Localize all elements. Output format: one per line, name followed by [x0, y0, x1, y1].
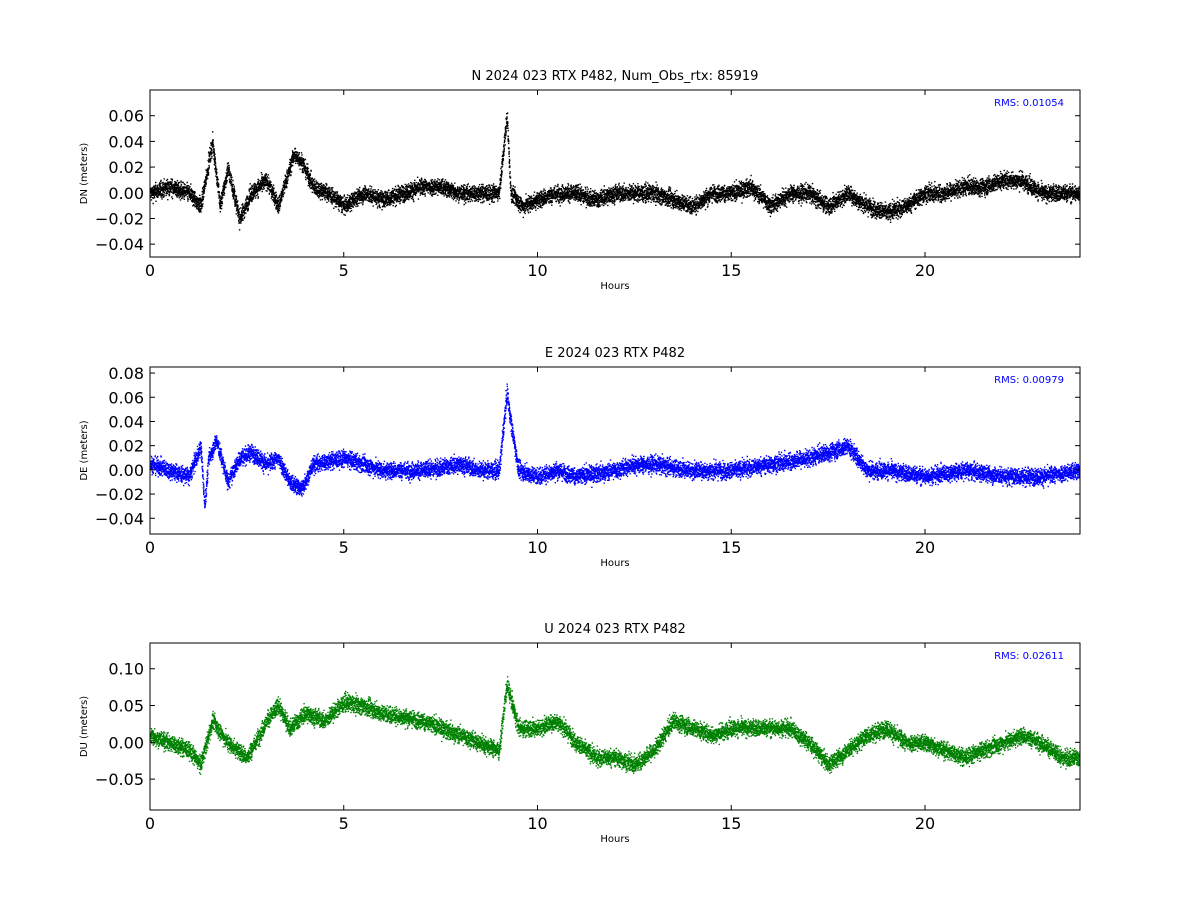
y-axis-label-up: DU (meters): [79, 696, 90, 757]
x-tick-label-north: 0: [145, 261, 155, 280]
x-tick-label-up: 5: [339, 814, 349, 833]
x-tick-label-north: 10: [527, 261, 547, 280]
x-tick-label-up: 20: [915, 814, 935, 833]
rms-annotation-up: RMS: 0.02611: [994, 651, 1064, 662]
y-tick-label-east: 0.04: [108, 412, 144, 431]
y-tick-label-east: 0.08: [108, 364, 144, 383]
data-markers-east: [150, 383, 1080, 509]
rms-annotation-east: RMS: 0.00979: [994, 375, 1064, 386]
x-tick-label-east: 0: [145, 538, 155, 557]
x-tick-label-east: 5: [339, 538, 349, 557]
y-tick-label-north: −0.04: [95, 235, 144, 254]
y-tick-label-up: 0.05: [108, 697, 144, 716]
plot-frame-north: [149, 89, 1081, 258]
x-tick-label-up: 15: [721, 814, 741, 833]
x-axis-label-up: Hours: [600, 834, 629, 845]
chart-title-up: U 2024 023 RTX P482: [544, 622, 686, 637]
chart-title-east: E 2024 023 RTX P482: [545, 346, 685, 361]
chart-title-north: N 2024 023 RTX P482, Num_Obs_rtx: 85919: [472, 69, 759, 84]
panel-up: U 2024 023 RTX P482 0 5 10 15 20 −0.05 0.00 0.05…: [79, 622, 1081, 845]
y-tick-label-east: 0.06: [108, 388, 144, 407]
x-tick-label-up: 0: [145, 814, 155, 833]
data-markers-up: [150, 676, 1080, 775]
y-tick-label-east: 0.02: [108, 437, 144, 456]
y-tick-label-north: 0.06: [108, 107, 144, 126]
y-tick-label-up: −0.05: [95, 770, 144, 789]
y-axis-label-east: DE (meters): [79, 420, 90, 480]
y-tick-label-up: 0.00: [108, 733, 144, 752]
data-points-north: [150, 112, 1080, 231]
y-tick-label-up: 0.10: [108, 660, 144, 679]
y-tick-label-east: −0.04: [95, 509, 144, 528]
panel-north: N 2024 023 RTX P482, Num_Obs_rtx: 85919 0…: [79, 69, 1081, 292]
x-axis-label-north: Hours: [600, 281, 629, 292]
x-tick-label-up: 10: [527, 814, 547, 833]
plot-frame-up: [149, 642, 1081, 811]
y-axis-label-north: DN (meters): [79, 143, 90, 205]
x-tick-label-east: 15: [721, 538, 741, 557]
plot-frame-east: [149, 366, 1081, 535]
data-points-up: [150, 676, 1080, 775]
panel-east: E 2024 023 RTX P482 0 5 10 15 20 −0.04 −0.02 0.0…: [79, 346, 1081, 569]
x-tick-label-north: 20: [915, 261, 935, 280]
y-tick-label-east: −0.02: [95, 485, 144, 504]
x-tick-label-north: 15: [721, 261, 741, 280]
rms-annotation-north: RMS: 0.01054: [994, 98, 1064, 109]
x-tick-label-north: 5: [339, 261, 349, 280]
data-markers-north: [150, 112, 1080, 231]
x-axis-label-east: Hours: [600, 558, 629, 569]
y-tick-label-north: 0.04: [108, 132, 144, 151]
y-tick-label-north: 0.02: [108, 158, 144, 177]
x-tick-label-east: 20: [915, 538, 935, 557]
data-points-east: [150, 383, 1080, 509]
y-tick-label-east: 0.00: [108, 461, 144, 480]
y-tick-label-north: −0.02: [95, 209, 144, 228]
y-tick-label-north: 0.00: [108, 184, 144, 203]
x-tick-label-east: 10: [527, 538, 547, 557]
